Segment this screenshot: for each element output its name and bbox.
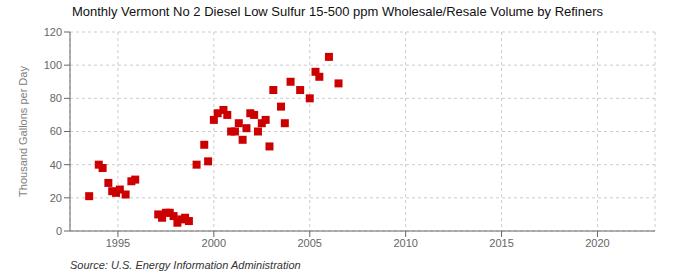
html-text:Source: U.S. Energy Informatio: Source: U.S. Energy Information Administ… (70, 259, 301, 271)
svg-text:2010: 2010 (393, 237, 417, 249)
html-text:Monthly Vermont No 2 Diesel Lo: Monthly Vermont No 2 Diesel Low Sulfur 1… (71, 4, 603, 19)
svg-text:120: 120 (44, 26, 62, 38)
svg-text:2005: 2005 (298, 237, 322, 249)
svg-text:80: 80 (50, 92, 62, 104)
svg-text:2020: 2020 (585, 237, 609, 249)
svg-text:20: 20 (50, 192, 62, 204)
svg-text:Thousand Gallons per Day: Thousand Gallons per Day (17, 66, 29, 197)
svg-text:0: 0 (56, 225, 62, 237)
svg-text:1995: 1995 (106, 237, 130, 249)
svg-text:40: 40 (50, 159, 62, 171)
svg-text:100: 100 (44, 59, 62, 71)
svg-text:2015: 2015 (489, 237, 513, 249)
svg-text:2000: 2000 (202, 237, 226, 249)
svg-text:60: 60 (50, 125, 62, 137)
